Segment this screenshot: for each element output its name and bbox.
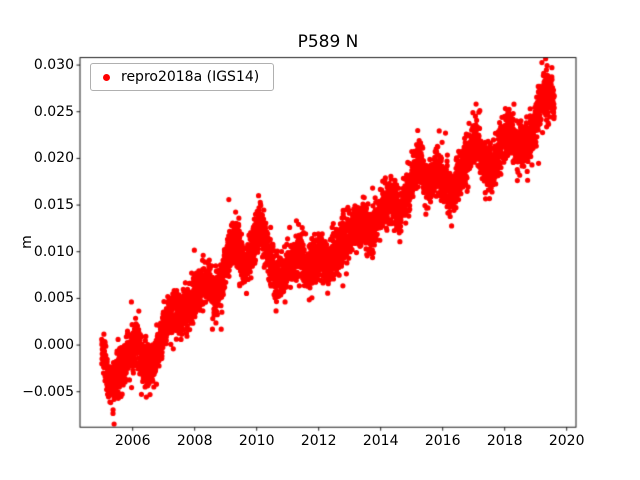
- x-tick-label: 2012: [300, 433, 337, 449]
- x-tick-label: 2016: [424, 433, 461, 449]
- legend: repro2018a (IGS14): [90, 63, 275, 91]
- y-tick-label: 0.015: [33, 197, 74, 214]
- y-tick-label: 0.030: [33, 57, 74, 74]
- y-tick-label: 0.005: [33, 290, 74, 307]
- x-tick-label: 2020: [548, 433, 585, 449]
- legend-series-label: repro2018a (IGS14): [121, 69, 260, 85]
- y-tick-label: 0.010: [33, 243, 74, 260]
- x-tick-label: 2008: [176, 433, 213, 449]
- y-tick-label: −0.005: [22, 383, 74, 400]
- legend-marker-icon: [103, 73, 110, 81]
- y-tick-label: 0.020: [33, 150, 74, 167]
- y-tick-label: 0.025: [33, 103, 74, 120]
- chart-title: P589 N: [297, 32, 359, 52]
- x-tick-label: 2014: [362, 433, 399, 449]
- x-tick-label: 2010: [238, 433, 275, 449]
- y-tick-label: 0.000: [33, 337, 74, 354]
- x-tick-label: 2006: [114, 433, 151, 449]
- x-tick-label: 2018: [486, 433, 523, 449]
